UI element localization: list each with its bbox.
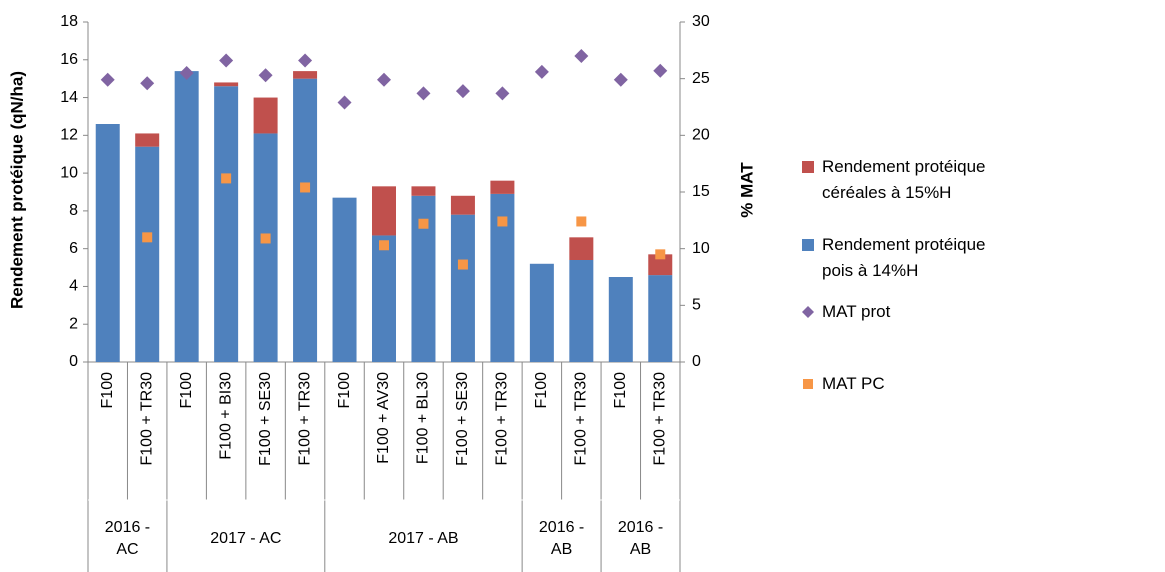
point: [613, 72, 628, 87]
group-label: 2016 - AB: [617, 518, 664, 558]
bar-segment: [490, 180, 515, 194]
x-tick-label: F100 + SE30: [454, 372, 471, 466]
bar-segment: [293, 78, 318, 363]
x-tick-label: F100: [533, 372, 550, 409]
bar-segment: [253, 97, 278, 134]
x-tick-label: F100: [612, 372, 629, 409]
y-tick-label: 14: [60, 89, 78, 106]
bar-segment: [648, 254, 673, 276]
legend-label: MAT prot: [822, 302, 891, 321]
bar-segment: [450, 214, 475, 362]
x-tick-label: F100 + BI30: [217, 372, 234, 460]
bar-segment: [529, 263, 554, 362]
legend-swatch: [802, 239, 814, 251]
x-tick-label: F100 + TR30: [573, 372, 590, 466]
y-tick-label: 12: [60, 127, 78, 144]
point: [179, 66, 194, 80]
bar-segment: [214, 86, 239, 362]
x-tick-label: F100 + TR30: [138, 372, 155, 466]
bar-segment: [253, 133, 278, 362]
point: [457, 259, 468, 270]
group-label: 2016 - AB: [538, 518, 585, 558]
bar-segment: [174, 71, 199, 362]
legend-swatch: [802, 306, 814, 318]
point: [455, 84, 470, 99]
y2-axis-title: % MAT: [737, 162, 756, 218]
x-tick-label: F100: [178, 372, 195, 409]
x-tick-label: F100 + TR30: [296, 372, 313, 466]
y-tick-label: 18: [60, 13, 78, 30]
y2-tick-label: 30: [692, 13, 710, 30]
point: [534, 64, 549, 79]
point: [379, 240, 389, 251]
point: [140, 76, 155, 91]
y-tick-label: 0: [69, 353, 78, 370]
bar-segment: [135, 146, 160, 362]
x-tick-label: F100: [336, 372, 353, 409]
legend-label: MAT PC: [822, 374, 885, 393]
point: [655, 249, 666, 260]
bar-segment: [372, 235, 396, 362]
y2-tick-label: 15: [692, 183, 710, 200]
point: [221, 173, 232, 184]
bar-segment: [569, 237, 594, 260]
legend-swatch: [803, 379, 813, 389]
x-tick-label: F100 + AV30: [375, 372, 392, 464]
x-tick-label: F100 + TR30: [651, 372, 668, 466]
bar-segment: [411, 186, 436, 196]
point: [300, 182, 311, 193]
x-tick-label: F100 + SE30: [257, 372, 274, 466]
bar-segment: [135, 133, 160, 147]
legend-label: Rendement protéique céréales à 15%H: [822, 157, 986, 202]
legend-swatch: [802, 161, 814, 173]
bar-segment: [332, 197, 357, 362]
y2-tick-label: 20: [692, 127, 710, 144]
point: [298, 53, 313, 68]
point: [574, 49, 589, 63]
bar-segment: [293, 71, 318, 79]
y-tick-label: 2: [69, 315, 78, 332]
x-tick-label: F100 + BL30: [415, 372, 432, 464]
point: [416, 86, 431, 101]
y2-tick-label: 0: [692, 353, 701, 370]
y2-tick-label: 25: [692, 70, 710, 87]
point: [219, 53, 234, 68]
point: [100, 72, 115, 87]
bar-segment: [372, 186, 396, 236]
bar-segment: [608, 277, 633, 362]
point: [418, 218, 429, 229]
point: [653, 63, 668, 78]
point: [260, 233, 271, 244]
bar-segment: [95, 124, 120, 362]
bar-segment: [450, 195, 475, 215]
legend-label: Rendement protéique pois à 14%H: [822, 235, 986, 280]
group-label: 2017 - AB: [388, 529, 459, 547]
y-tick-label: 4: [69, 278, 78, 295]
point: [576, 216, 587, 227]
y2-tick-label: 10: [692, 240, 710, 257]
y-axis-title: Rendement protéique (qN/ha): [7, 71, 26, 309]
bar-segment: [648, 275, 673, 362]
point: [258, 68, 273, 83]
x-tick-label: F100 + TR30: [494, 372, 511, 466]
y-tick-label: 6: [69, 240, 78, 257]
y-tick-label: 16: [60, 51, 78, 68]
group-label: 2017 - AC: [210, 529, 282, 547]
y-tick-label: 8: [69, 202, 78, 219]
point: [495, 86, 510, 101]
point: [337, 95, 352, 110]
bar-segment: [214, 82, 239, 87]
y-tick-label: 10: [60, 164, 78, 181]
point: [142, 232, 153, 243]
point: [377, 72, 391, 87]
y2-tick-label: 5: [692, 297, 701, 314]
bar-segment: [569, 260, 594, 362]
x-tick-label: F100: [99, 372, 116, 409]
point: [497, 216, 508, 227]
group-label: 2016 - AC: [104, 518, 151, 558]
